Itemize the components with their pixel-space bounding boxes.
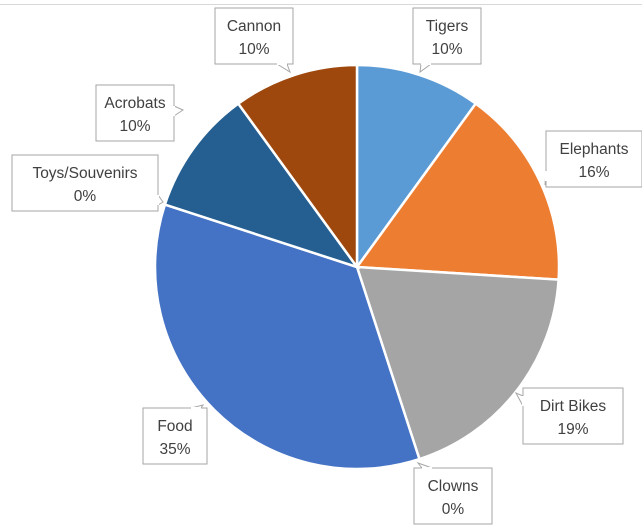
callout-box: [142, 407, 208, 465]
callout-box: [95, 84, 175, 142]
slice-percent-label: 0%: [442, 501, 465, 518]
slice-percent-label: 10%: [238, 41, 269, 58]
slice-percent-label: 10%: [431, 41, 462, 58]
data-label-toys-souvenirs: Toys/Souvenirs 0%: [11, 154, 164, 212]
callout-box: [413, 467, 493, 525]
pie-slice-acrobats: [163, 101, 361, 270]
data-label-dirt-bikes: Dirt Bikes 19%: [514, 387, 624, 445]
slice-name-label: Elephants: [560, 141, 629, 158]
slice-name-label: Dirt Bikes: [540, 398, 607, 415]
callout-pointer: [419, 63, 433, 74]
chart-area-border: [0, 4, 642, 5]
pie-slice-cannon: [236, 63, 359, 271]
pie-slice-food: [153, 203, 421, 471]
callout-box: [214, 7, 294, 65]
slice-name-label: Tigers: [426, 18, 469, 35]
callout-box: [545, 130, 642, 188]
slice-percent-label: 10%: [119, 118, 150, 135]
slice-percent-label: 0%: [74, 188, 97, 205]
slice-percent-label: 19%: [557, 421, 588, 438]
slice-name-label: Toys/Souvenirs: [32, 165, 137, 182]
pie-slice-dirt-bikes: [355, 265, 560, 461]
callout-box: [412, 7, 482, 65]
callout-pointer: [275, 63, 291, 74]
data-label-clowns: Clowns 0%: [413, 461, 493, 525]
slice-percent-label: 35%: [159, 441, 190, 458]
data-label-elephants: Elephants 16%: [544, 130, 642, 188]
slice-name-label: Clowns: [428, 478, 479, 495]
callout-box: [11, 154, 159, 212]
callout-pointer: [173, 105, 185, 117]
slice-name-label: Cannon: [227, 18, 281, 35]
data-label-food: Food 35%: [142, 404, 208, 465]
slice-percent-label: 16%: [578, 164, 609, 181]
pie-slice-elephants: [354, 101, 561, 282]
pie-slice-tigers: [355, 63, 478, 271]
slice-name-label: Acrobats: [104, 95, 165, 112]
data-label-cannon: Cannon 10%: [214, 7, 294, 74]
data-label-callouts: Tigers 10% Elephants 16% Dirt Bikes 19% Clowns…: [11, 7, 642, 525]
slice-name-label: Food: [157, 418, 192, 435]
callout-pointer: [514, 391, 524, 407]
data-label-tigers: Tigers 10%: [412, 7, 482, 74]
callout-box: [522, 387, 624, 445]
pie-slices: [153, 63, 561, 471]
data-label-acrobats: Acrobats 10%: [95, 84, 185, 142]
